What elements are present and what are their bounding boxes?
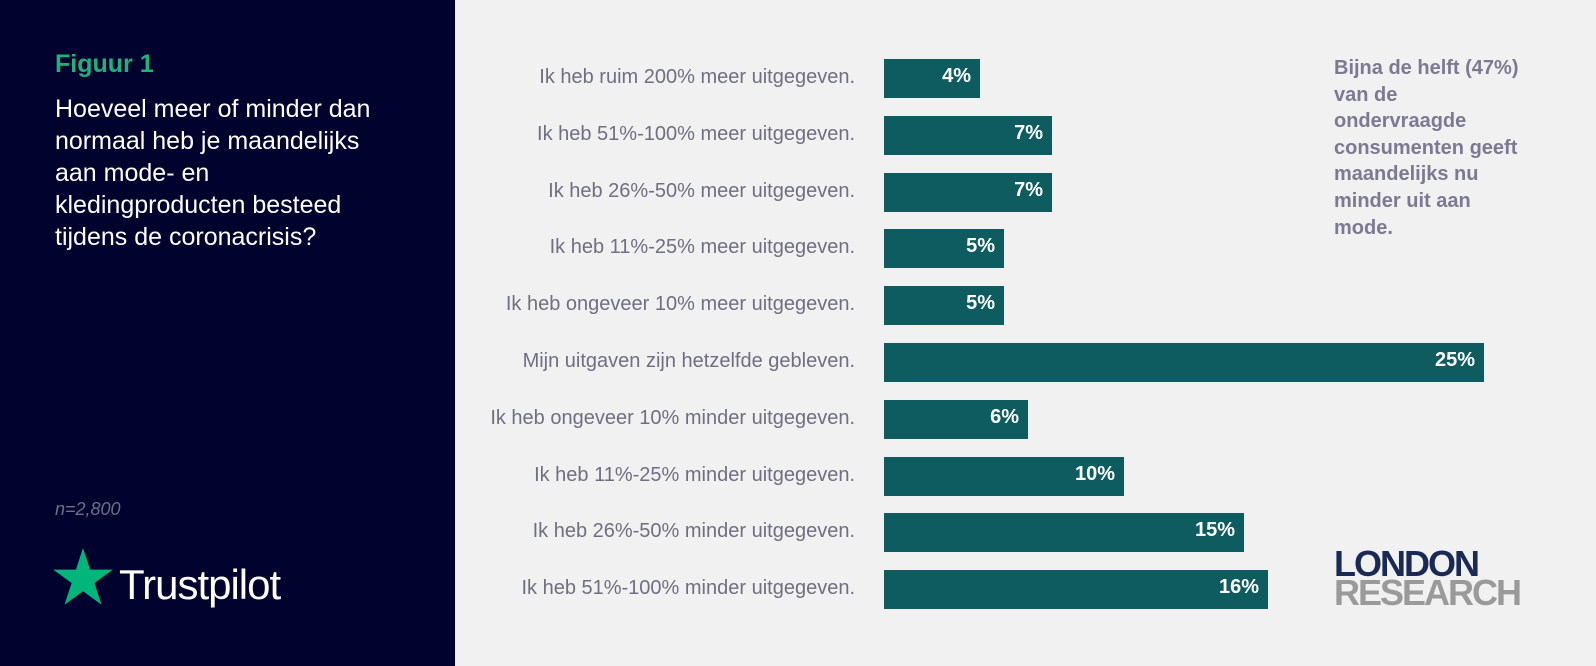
bar-value-label: 16% [1218, 576, 1259, 599]
sample-size: n=2,800 [55, 499, 121, 519]
bar-value-label: 25% [1434, 349, 1475, 371]
category-labels: Ik heb ruim 200% meer uitgegeven. Ik heb … [455, 0, 855, 666]
category-label: Ik heb 26%-50% minder uitgegeven. [532, 520, 855, 543]
category-label: Ik heb 26%-50% meer uitgegeven. [548, 179, 855, 202]
chart-annotation: Bijna de helft (47%) van de ondervraagde… [1334, 57, 1519, 239]
bar [884, 115, 1052, 155]
bar [884, 343, 1484, 382]
category-label: Ik heb ruim 200% meer uitgegeven. [539, 66, 855, 88]
category-label: Ik heb ongeveer 10% minder uitgegeven. [490, 406, 855, 429]
bar-value-label: 10% [1074, 462, 1115, 485]
left-panel: Figuur 1 Hoeveel meer of minder dan norm… [0, 0, 455, 666]
bar [884, 456, 1124, 496]
category-label: Ik heb 11%-25% meer uitgegeven. [549, 236, 855, 259]
bar-value-label: 5% [966, 292, 995, 315]
category-label: Mijn uitgaven zijn hetzelfde gebleven. [522, 350, 855, 372]
category-label: Ik heb ongeveer 10% meer uitgegeven. [505, 293, 855, 316]
bar-chart: Ik heb ruim 200% meer uitgegeven. Ik heb … [455, 0, 1596, 666]
bar-value-label: 7% [1014, 121, 1043, 144]
bar-value-label: 15% [1194, 519, 1235, 542]
category-label: Ik heb 51%-100% minder uitgegeven. [521, 577, 855, 600]
publisher-line1: LONDON [1334, 543, 1480, 584]
star-icon [53, 548, 113, 605]
bar-value-label: 4% [942, 65, 971, 87]
bar [884, 172, 1052, 212]
bar [884, 229, 1004, 269]
bar [884, 513, 1244, 553]
bar [884, 399, 1028, 439]
bar [884, 286, 1004, 326]
bar [884, 59, 980, 98]
london-research-logo: LONDON RESEARCH [1334, 543, 1522, 613]
bar [884, 570, 1268, 610]
brand-name: Trustpilot [119, 561, 281, 608]
question-title: Hoeveel meer of minder dan normaal heb j… [55, 95, 371, 251]
bar-value-label: 6% [990, 405, 1019, 428]
category-label: Ik heb 51%-100% meer uitgegeven. [537, 122, 855, 145]
publisher-line2: RESEARCH [1334, 572, 1522, 613]
trustpilot-logo: Trustpilot [53, 548, 313, 608]
category-label: Ik heb 11%-25% minder uitgegeven. [534, 463, 855, 486]
bar-value-label: 7% [1014, 178, 1043, 201]
bar-value-label: 5% [966, 235, 995, 258]
figure-label: Figuur 1 [55, 50, 154, 78]
